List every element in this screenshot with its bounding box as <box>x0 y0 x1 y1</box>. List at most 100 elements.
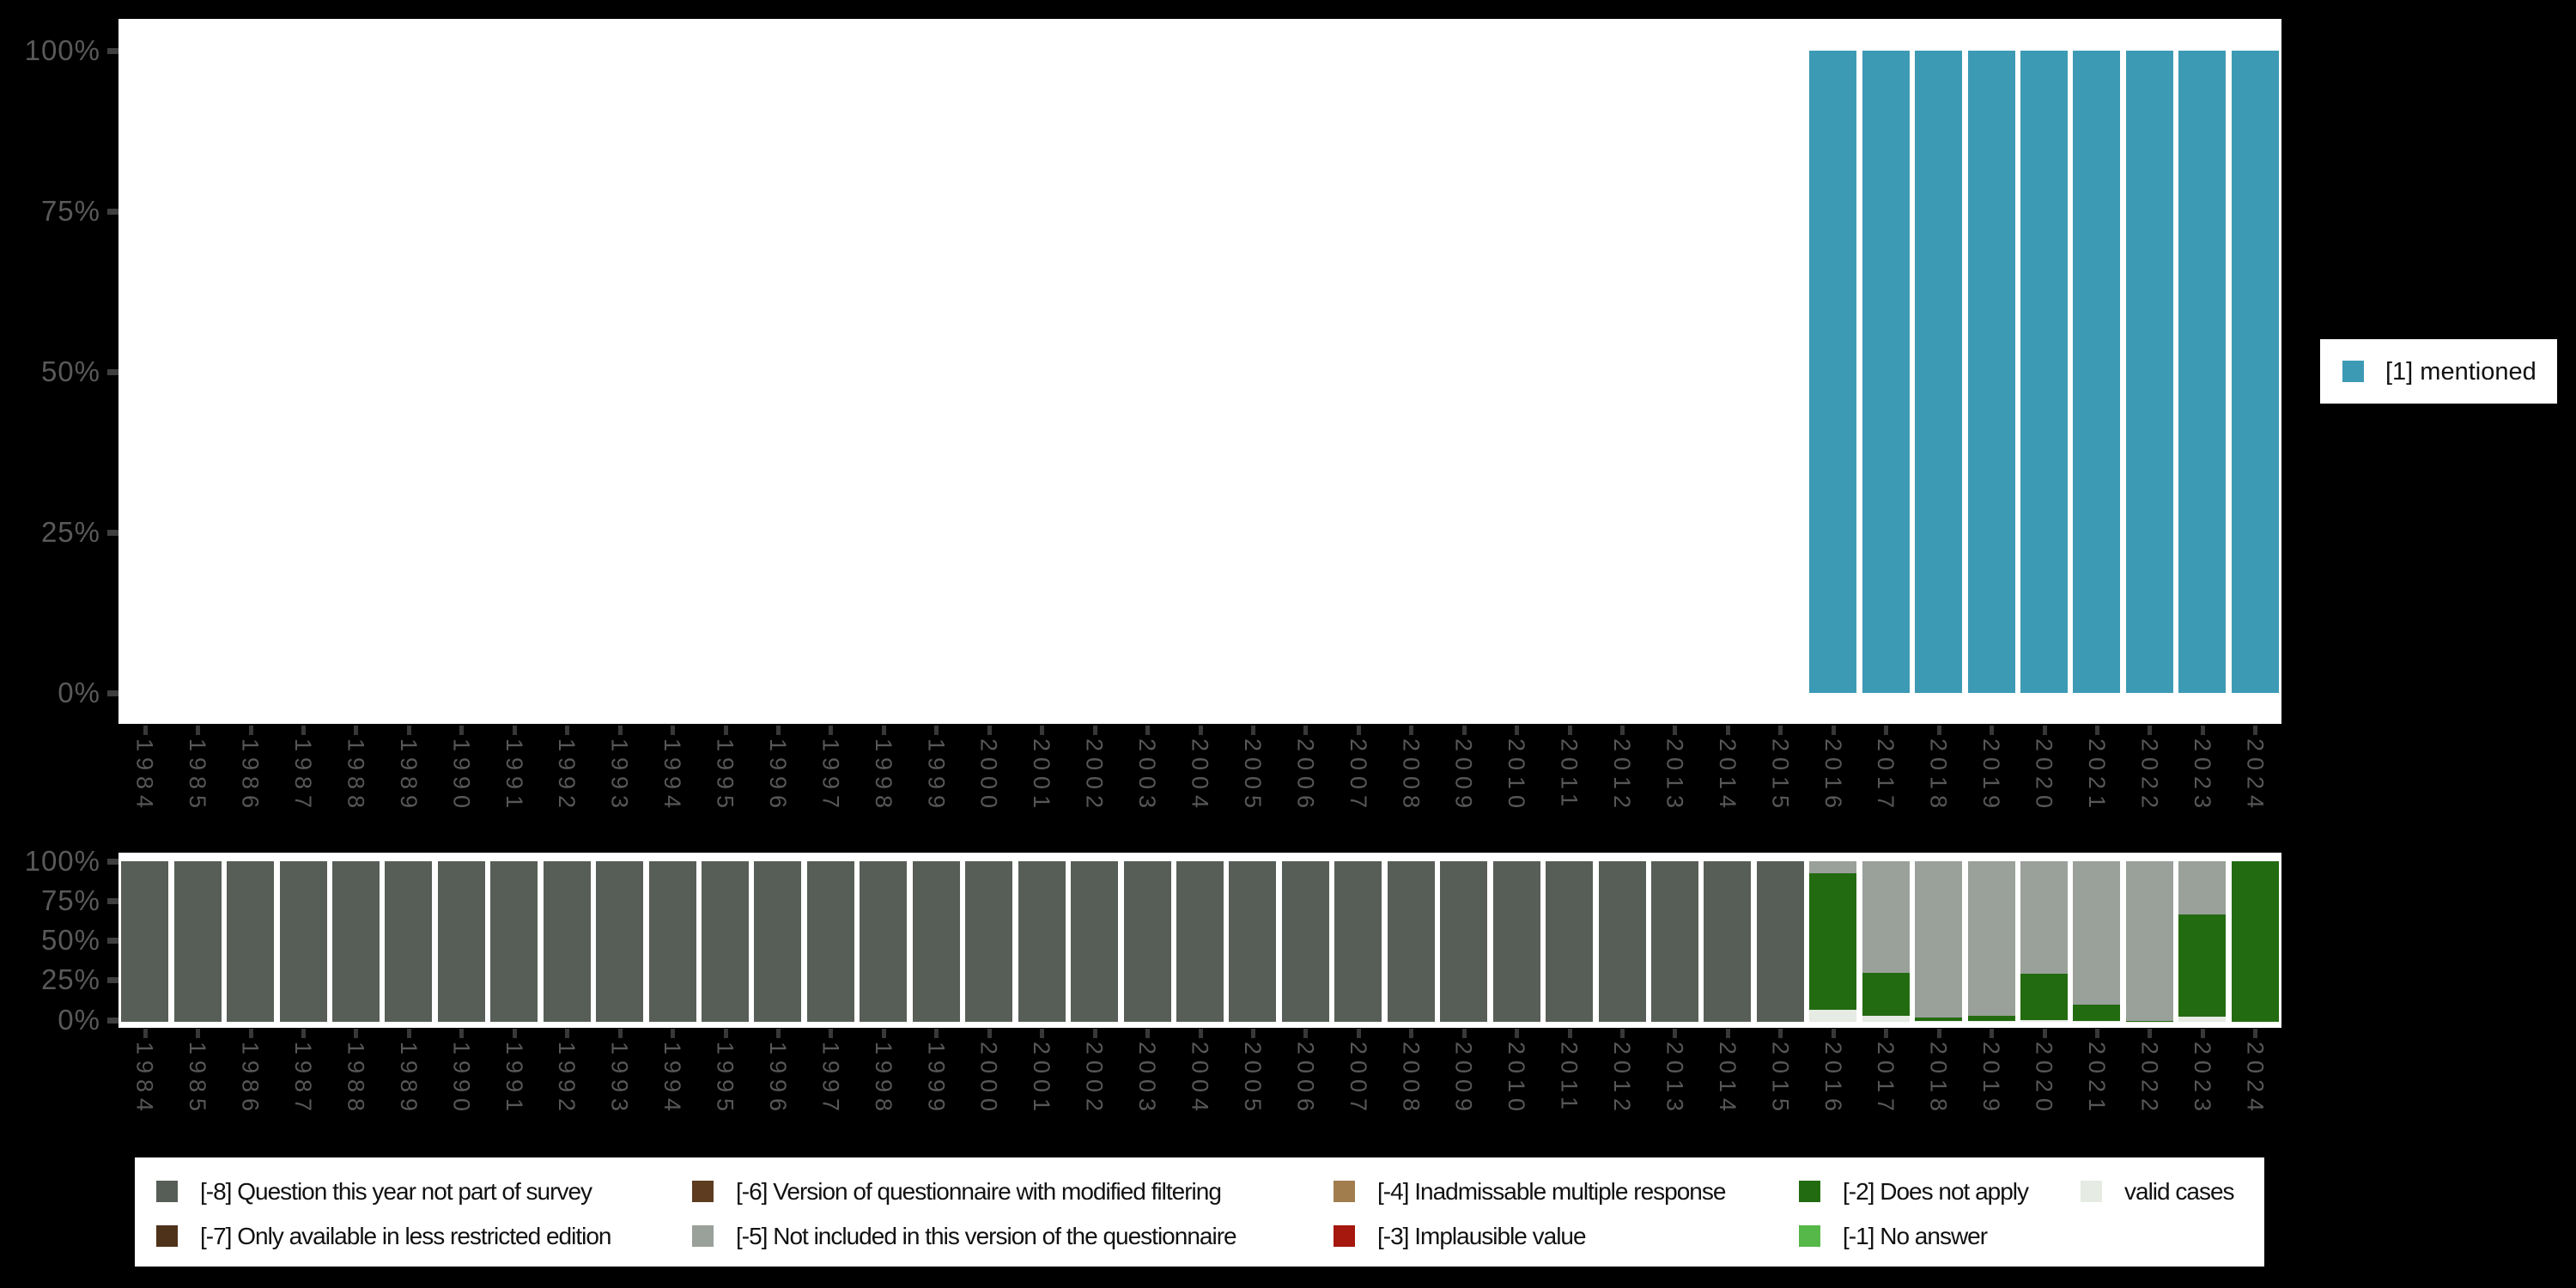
bar-1998-m8 <box>860 861 908 1022</box>
bar-2020-valid <box>2020 1019 2069 1022</box>
bar-1996-m8 <box>754 861 802 1022</box>
bar-1985-m8 <box>173 861 222 1022</box>
bar-2016-valid <box>1809 1009 1857 1022</box>
top-chart-x-tick-mark <box>1409 726 1414 735</box>
top-chart-y-tick-label: 100% <box>24 34 100 66</box>
top-chart-x-tick-label: 1988 <box>343 738 369 815</box>
bar-1986-m8 <box>227 861 275 1022</box>
bar-2023-mentioned <box>2178 51 2227 693</box>
bar-2017-mentioned <box>1862 51 1910 693</box>
bottom-chart-x-tick-label: 2022 <box>2136 1042 2163 1118</box>
bar-1997-m8 <box>806 861 854 1022</box>
top-chart-x-tick-mark <box>406 726 411 735</box>
bottom-chart-x-tick-mark <box>881 1029 886 1038</box>
bar-2021-mentioned <box>2073 51 2121 693</box>
bottom-chart-x-tick-mark <box>2253 1029 2258 1038</box>
top-chart-x-tick-mark <box>1461 726 1467 735</box>
bar-2001-m8 <box>1018 861 1066 1022</box>
bottom-chart-x-tick-label: 1992 <box>554 1042 580 1118</box>
top-chart-x-tick-label: 2023 <box>2189 738 2215 815</box>
top-chart-x-tick-mark <box>248 726 253 735</box>
bar-2023-m2 <box>2178 914 2227 1018</box>
bottom-chart-x-tick-label: 2002 <box>1081 1042 1108 1118</box>
legend-swatch-m2 <box>1799 1181 1820 1202</box>
top-chart-y-tick-label: 0% <box>58 677 100 708</box>
top-chart-x-tick-label: 2021 <box>2083 738 2110 815</box>
bottom-chart-x-tick-label: 1993 <box>606 1042 633 1118</box>
legend-swatch-m7 <box>156 1225 178 1247</box>
top-chart-x-tick-mark <box>459 726 465 735</box>
top-chart-x-tick-mark <box>1725 726 1730 735</box>
top-chart-x-tick-mark <box>196 726 201 735</box>
bottom-chart-x-tick-label: 2004 <box>1187 1042 1213 1118</box>
bottom-chart-x-tick-mark <box>1936 1029 1941 1038</box>
legend-label-m5: [-5] Not included in this version of the… <box>736 1223 1237 1249</box>
top-chart-x-tick-mark <box>2094 726 2099 735</box>
bar-2017-m5 <box>1862 861 1910 973</box>
bottom-chart-x-tick-label: 1996 <box>764 1042 791 1118</box>
legend-label-m7: [-7] Only available in less restricted e… <box>200 1223 611 1249</box>
bottom-chart-x-tick-label: 2024 <box>2242 1042 2269 1118</box>
bottom-chart-y-tick-mark <box>107 1018 118 1024</box>
bottom-chart-y-tick-label: 75% <box>40 884 100 916</box>
bottom-chart-x-tick-label: 2006 <box>1292 1042 1319 1118</box>
bar-2005-m8 <box>1229 861 1277 1022</box>
bar-2021-valid <box>2073 1020 2121 1022</box>
bar-2006-m8 <box>1281 861 1329 1022</box>
top-chart-x-tick-label: 1996 <box>764 738 791 815</box>
top-chart-x-tick-mark <box>2042 726 2047 735</box>
bottom-chart-x-tick-mark <box>565 1029 570 1038</box>
bottom-chart-x-tick-mark <box>143 1029 148 1038</box>
bottom-chart-x-tick-mark <box>671 1029 676 1038</box>
bar-1987-m8 <box>279 861 327 1022</box>
bottom-chart-x-tick-label: 2014 <box>1714 1042 1741 1118</box>
bar-1993-m8 <box>596 861 644 1022</box>
top-chart-x-tick-mark <box>512 726 517 735</box>
top-chart-x-tick-label: 2007 <box>1345 738 1371 815</box>
bar-2023-valid <box>2178 1017 2227 1022</box>
bottom-chart-x-tick-mark <box>1515 1029 1520 1038</box>
bar-2012-m8 <box>1598 861 1646 1022</box>
bottom-chart-x-tick-mark <box>723 1029 728 1038</box>
bottom-chart-x-tick-mark <box>248 1029 253 1038</box>
bottom-chart-x-tick-label: 2011 <box>1556 1042 1583 1116</box>
bottom-chart-x-tick-mark <box>1620 1029 1625 1038</box>
top-chart-x-tick-label: 2011 <box>1556 738 1583 813</box>
bottom-chart-y-tick-mark <box>107 977 118 983</box>
legend-label-m4: [-4] Inadmissable multiple response <box>1377 1178 1726 1205</box>
bar-2013-m8 <box>1650 861 1698 1022</box>
bottom-chart-y-tick-label: 50% <box>40 924 100 956</box>
top-chart-y-tick-mark <box>107 530 118 536</box>
top-chart-x-tick-mark <box>2148 726 2153 735</box>
top-chart-x-tick-label: 1989 <box>395 738 422 815</box>
top-chart-x-tick-label: 2001 <box>1029 738 1055 815</box>
bottom-chart-x-tick-label: 1998 <box>870 1042 896 1118</box>
top-chart-y-tick-label: 25% <box>40 516 100 548</box>
bottom-chart-x-tick-label: 2003 <box>1134 1042 1161 1118</box>
bottom-chart-x-tick-label: 2020 <box>2031 1042 2057 1118</box>
top-chart-x-tick-mark <box>1250 726 1255 735</box>
top-chart-x-tick-label: 1986 <box>237 738 264 815</box>
bottom-chart-x-tick-mark <box>301 1029 307 1038</box>
top-chart-x-tick-mark <box>1831 726 1836 735</box>
bar-1991-m8 <box>490 861 538 1022</box>
top-chart-x-tick-label: 1990 <box>448 738 475 815</box>
bar-2017-valid <box>1862 1016 1910 1022</box>
bottom-chart-x-tick-mark <box>1725 1029 1730 1038</box>
bottom-chart-x-tick-label: 1997 <box>817 1042 844 1118</box>
legend-swatch-m4 <box>1334 1181 1355 1202</box>
bar-2023-m5 <box>2178 861 2227 915</box>
bottom-chart-x-tick-label: 2023 <box>2189 1042 2215 1118</box>
top-chart-y-tick-mark <box>107 690 118 696</box>
bottom-chart-x-tick-mark <box>459 1029 465 1038</box>
top-chart-x-tick-label: 2012 <box>1609 738 1635 815</box>
bar-2009-m8 <box>1440 861 1488 1022</box>
bar-2022-m2 <box>2125 1020 2173 1022</box>
bottom-chart-y-tick-label: 0% <box>58 1004 100 1036</box>
bottom-chart-x-tick-mark <box>196 1029 201 1038</box>
top-chart-x-tick-mark <box>829 726 834 735</box>
top-chart-x-tick-label: 1995 <box>712 738 738 815</box>
bar-2008-m8 <box>1387 861 1435 1022</box>
top-chart-y-tick-label: 75% <box>40 195 100 227</box>
bar-1994-m8 <box>648 861 696 1022</box>
